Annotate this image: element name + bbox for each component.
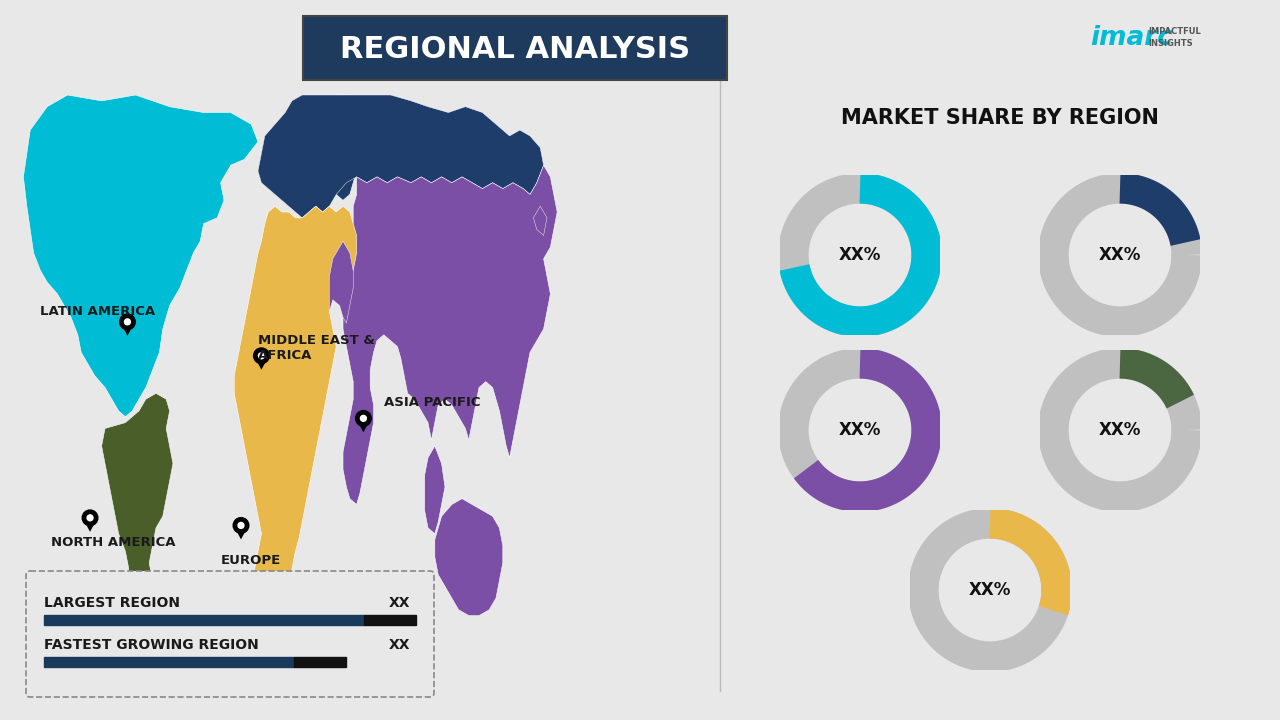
Bar — [44, 615, 364, 625]
Polygon shape — [343, 165, 557, 505]
Text: XX%: XX% — [838, 246, 881, 264]
Circle shape — [238, 523, 244, 528]
Text: XX: XX — [389, 596, 410, 610]
FancyBboxPatch shape — [303, 16, 727, 80]
Circle shape — [820, 215, 900, 295]
Text: REGIONAL ANALYSIS: REGIONAL ANALYSIS — [340, 35, 690, 65]
Polygon shape — [234, 206, 364, 621]
Circle shape — [1080, 215, 1160, 295]
Polygon shape — [83, 519, 97, 532]
Circle shape — [124, 319, 131, 325]
Polygon shape — [234, 527, 247, 539]
Polygon shape — [329, 241, 353, 323]
Text: INSIGHTS: INSIGHTS — [1148, 38, 1193, 48]
Bar — [294, 657, 346, 667]
Polygon shape — [255, 357, 268, 370]
Text: IMPACTFUL: IMPACTFUL — [1148, 27, 1201, 37]
Circle shape — [361, 415, 366, 421]
Circle shape — [356, 410, 371, 426]
Text: EUROPE: EUROPE — [220, 554, 280, 567]
Text: XX: XX — [389, 638, 410, 652]
Text: NORTH AMERICA: NORTH AMERICA — [51, 536, 175, 549]
Polygon shape — [435, 499, 503, 616]
Circle shape — [820, 390, 900, 470]
Text: AFRICA: AFRICA — [259, 348, 312, 362]
Circle shape — [119, 314, 136, 330]
Polygon shape — [425, 446, 445, 534]
Polygon shape — [259, 95, 544, 218]
Bar — [44, 657, 294, 667]
Polygon shape — [23, 95, 259, 417]
Text: LATIN AMERICA: LATIN AMERICA — [41, 305, 156, 318]
Polygon shape — [259, 95, 380, 218]
Circle shape — [1080, 390, 1160, 470]
Polygon shape — [101, 393, 173, 633]
Text: XX%: XX% — [838, 421, 881, 439]
Text: MARKET SHARE BY REGION: MARKET SHARE BY REGION — [841, 108, 1158, 128]
Circle shape — [950, 550, 1030, 630]
Text: ASIA PACIFIC: ASIA PACIFIC — [384, 395, 480, 409]
Circle shape — [82, 510, 97, 526]
Circle shape — [259, 353, 265, 359]
Circle shape — [253, 348, 269, 364]
FancyBboxPatch shape — [26, 571, 434, 697]
Polygon shape — [357, 420, 370, 433]
Polygon shape — [534, 206, 547, 235]
Circle shape — [87, 515, 93, 521]
Text: XX%: XX% — [1098, 246, 1142, 264]
Text: imarc: imarc — [1091, 25, 1172, 51]
Bar — [364, 615, 416, 625]
Text: FASTEST GROWING REGION: FASTEST GROWING REGION — [44, 638, 259, 652]
Text: XX%: XX% — [969, 581, 1011, 599]
Text: MIDDLE EAST &: MIDDLE EAST & — [259, 334, 375, 347]
Text: XX%: XX% — [1098, 421, 1142, 439]
Polygon shape — [120, 323, 134, 336]
Circle shape — [233, 518, 248, 534]
Text: LARGEST REGION: LARGEST REGION — [44, 596, 180, 610]
